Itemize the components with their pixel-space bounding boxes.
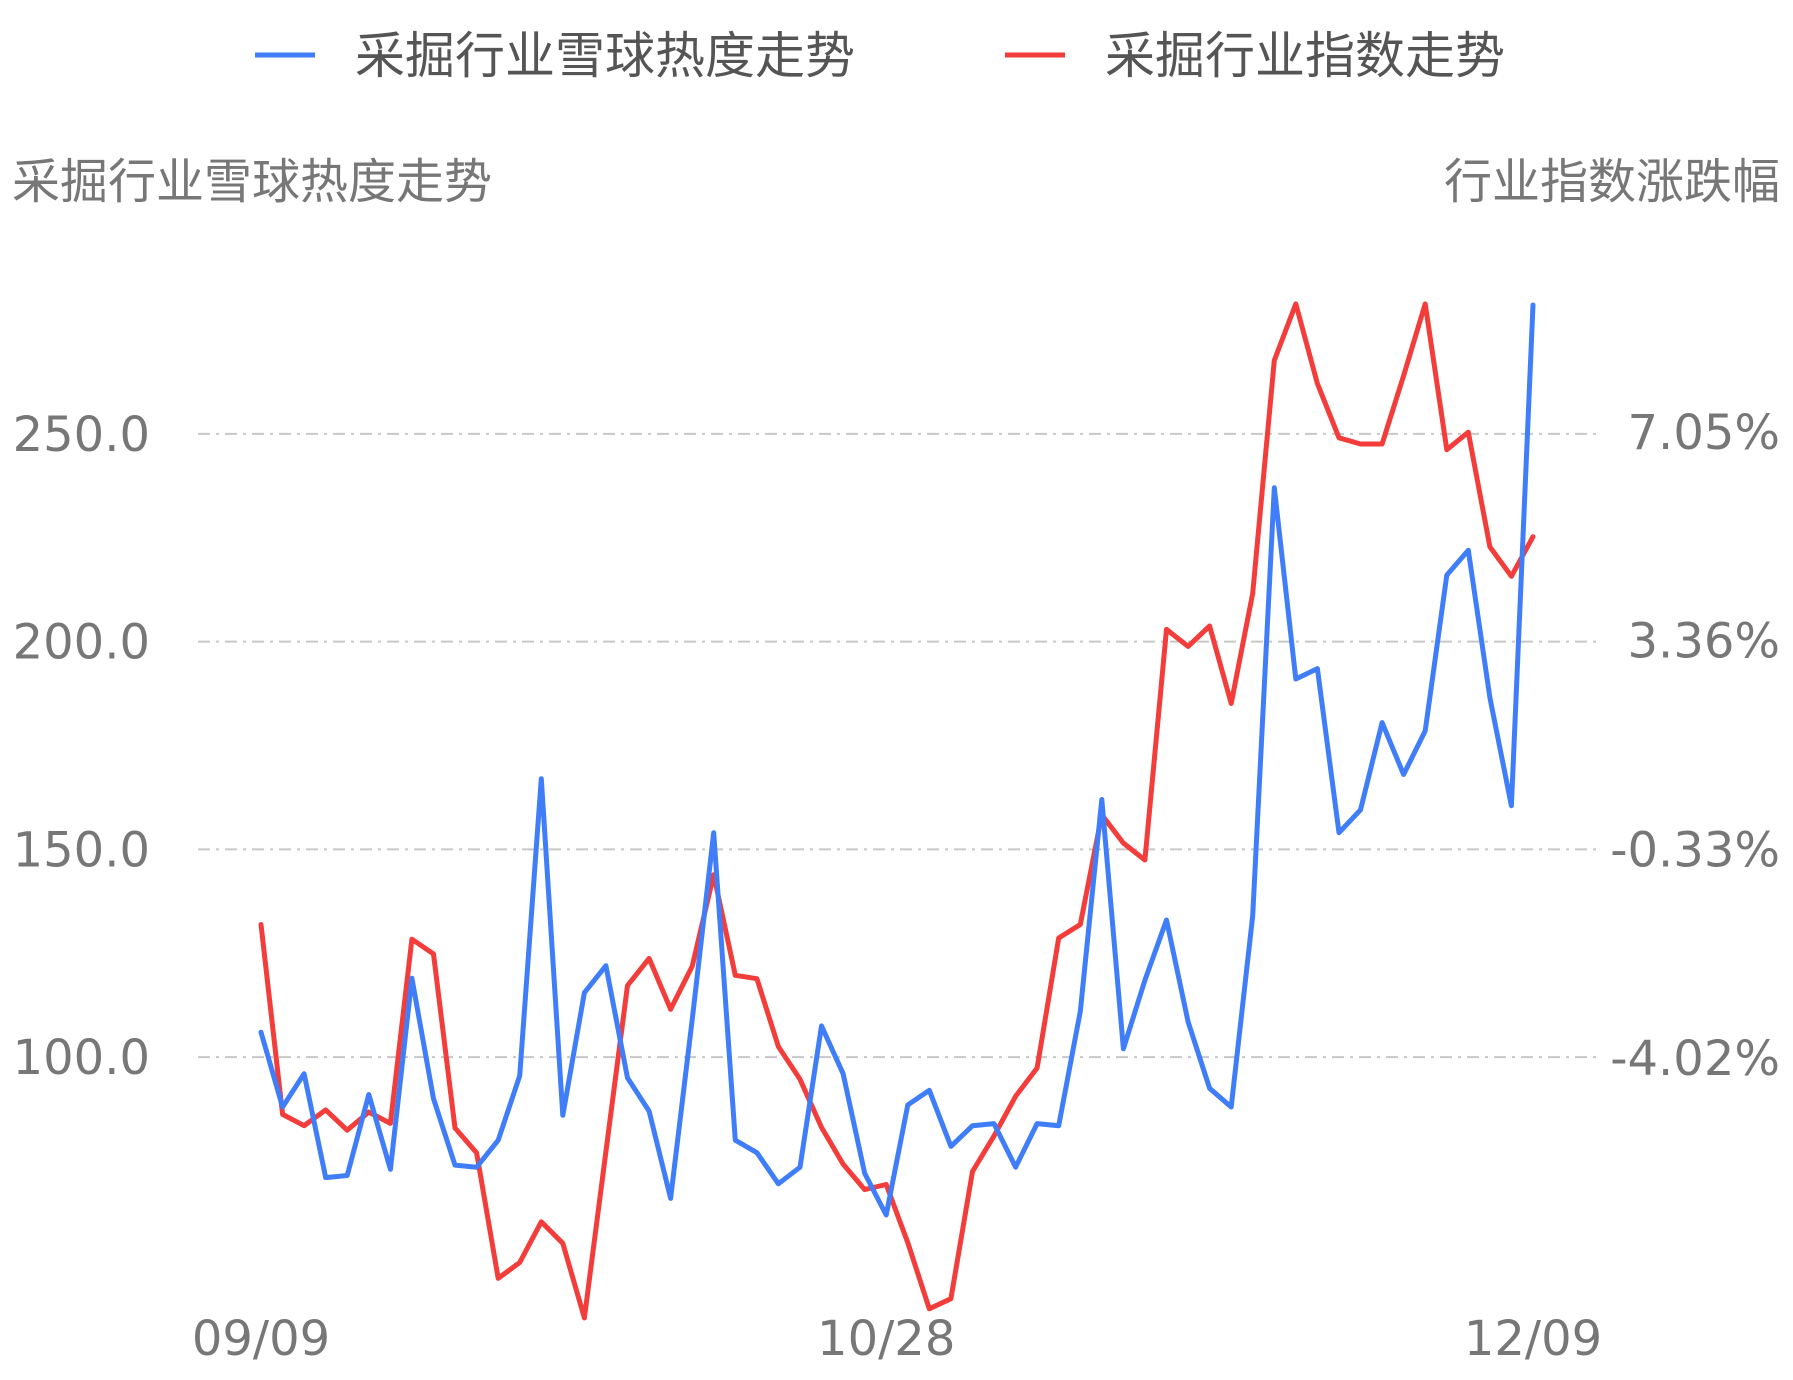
legend-item-index[interactable]: 采掘行业指数走势 [1005, 27, 1505, 85]
right-axis-title: 行业指数涨跌幅 [1444, 154, 1780, 210]
legend: 采掘行业雪球热度走势 采掘行业指数走势 [255, 27, 1505, 85]
left-tick-label: 100.0 [13, 1030, 150, 1086]
right-tick-label: 7.05% [1628, 405, 1780, 461]
right-tick-label: -0.33% [1610, 822, 1780, 878]
legend-item-heat[interactable]: 采掘行业雪球热度走势 [255, 27, 855, 85]
left-tick-label: 200.0 [13, 615, 150, 671]
series-line-index [258, 301, 1536, 1321]
series-line-heat [258, 302, 1536, 1218]
left-axis-title: 采掘行业雪球热度走势 [12, 154, 492, 210]
right-tick-label: 3.36% [1628, 614, 1780, 670]
legend-label-heat: 采掘行业雪球热度走势 [355, 27, 855, 85]
x-tick-label: 09/09 [192, 1311, 330, 1367]
x-axis-ticks: 09/09 10/28 12/09 [192, 1311, 1602, 1367]
legend-label-index: 采掘行业指数走势 [1105, 27, 1505, 85]
x-tick-label: 10/28 [817, 1311, 955, 1367]
grid-lines [198, 432, 1598, 1059]
left-axis-ticks: 250.0 200.0 150.0 100.0 [13, 407, 150, 1086]
x-tick-label: 12/09 [1464, 1311, 1602, 1367]
right-tick-label: -4.02% [1610, 1031, 1780, 1087]
right-axis-ticks: 7.05% 3.36% -0.33% -4.02% [1610, 405, 1780, 1087]
series-layer [258, 301, 1536, 1321]
left-tick-label: 250.0 [13, 407, 150, 463]
left-tick-label: 150.0 [13, 822, 150, 878]
